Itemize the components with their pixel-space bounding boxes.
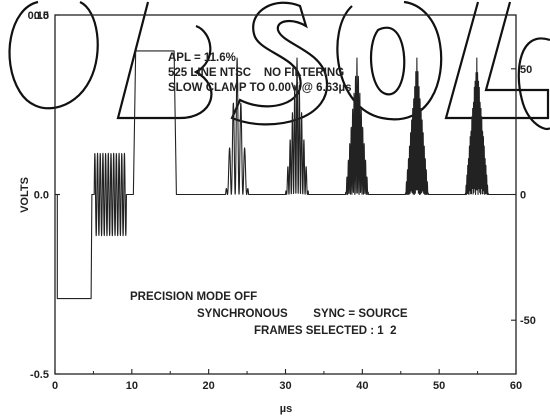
y-top-label: 0.10 xyxy=(28,10,49,22)
watermark-letter-o xyxy=(8,0,99,110)
annotation-precision: PRECISION MODE OFF xyxy=(130,291,257,303)
y2-tick-label: 0 xyxy=(520,190,526,202)
annotation-bottom: PRECISION MODE OFF SYNCHRONOUS SYNC = SO… xyxy=(130,291,408,337)
x-tick-label: 50 xyxy=(433,380,445,392)
x-tick-label: 0 xyxy=(52,380,58,392)
y2-tick-label: -50 xyxy=(520,315,536,327)
waveform-trace xyxy=(54,50,517,300)
x-tick-label: 60 xyxy=(510,380,522,392)
y-tick-label: 0.0 xyxy=(34,190,49,202)
watermark-letter-s xyxy=(230,1,329,126)
x-axis-label: µs xyxy=(280,403,292,415)
x-tick-label: 40 xyxy=(356,380,368,392)
annotation-frames: FRAMES SELECTED : 1 2 xyxy=(254,325,397,337)
x-tick-label: 10 xyxy=(126,380,138,392)
annotation-standard: 525 LINE NTSC NO FILTERING xyxy=(168,67,344,79)
y2-tick-label: 50 xyxy=(520,64,532,76)
watermark-letter-b xyxy=(116,1,213,120)
y-axis-label: VOLTS xyxy=(19,177,31,213)
x-tick-label: 30 xyxy=(279,380,291,392)
watermark-letter-o2-inner xyxy=(370,26,406,96)
y-tick-label: 0.5 xyxy=(34,10,49,22)
watermark-letter-e xyxy=(517,37,550,131)
watermark-letter-o2 xyxy=(336,0,443,121)
watermark-letter-l xyxy=(444,1,550,120)
annotation-sync: SYNCHRONOUS SYNC = SOURCE xyxy=(197,308,408,320)
watermark xyxy=(8,0,550,131)
annotation-apl: APL = 11.6% xyxy=(168,52,236,64)
y-tick-label: -0.5 xyxy=(30,369,49,381)
annotation-top: APL = 11.6% 525 LINE NTSC NO FILTERING S… xyxy=(168,52,352,94)
annotation-clamp: SLOW CLAMP TO 0.00V @ 6.63µs xyxy=(168,82,352,94)
x-tick-label: 20 xyxy=(203,380,215,392)
